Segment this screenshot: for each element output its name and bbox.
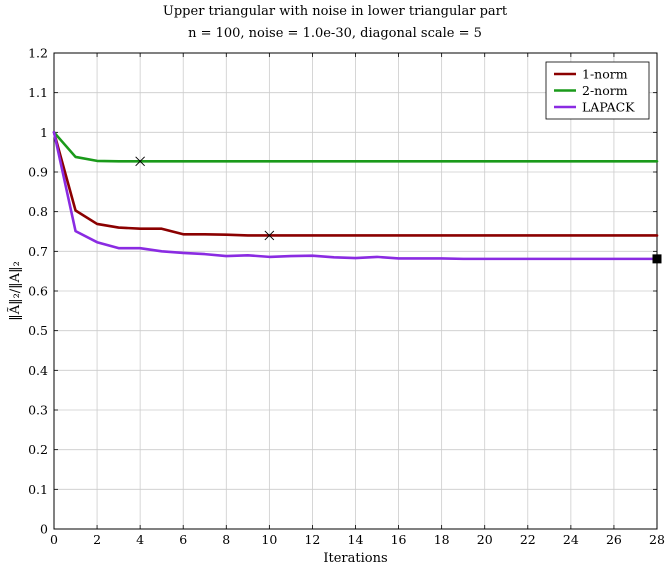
y-tick-label: 0.3: [28, 403, 48, 418]
y-tick-label: 1.2: [28, 46, 48, 61]
chart-subtitle: n = 100, noise = 1.0e-30, diagonal scale…: [188, 26, 482, 41]
marker-cross: [135, 156, 145, 167]
x-tick-label: 2: [93, 532, 101, 547]
x-tick-label: 22: [520, 532, 536, 547]
x-tick-label: 28: [649, 532, 665, 547]
marker-square: [652, 254, 662, 264]
series-line-1-norm: [52, 131, 659, 237]
series-line-lapack: [52, 131, 659, 261]
y-tick-label: 0.1: [28, 482, 48, 497]
y-tick-label: 0.6: [28, 284, 48, 299]
x-tick-label: 14: [348, 532, 364, 547]
x-tick-label: 8: [222, 532, 230, 547]
y-tick-label: 0.8: [28, 204, 48, 219]
x-tick-label: 20: [477, 532, 493, 547]
series-markers: [135, 156, 662, 264]
chart-title: Upper triangular with noise in lower tri…: [162, 4, 508, 19]
x-tick-label: 10: [261, 532, 277, 547]
grid: [53, 52, 658, 530]
x-tick-label: 24: [563, 532, 579, 547]
x-axis-label: Iterations: [323, 551, 387, 566]
legend-label: LAPACK: [582, 100, 635, 115]
y-tick-label: 0: [40, 522, 48, 537]
y-tick-label: 1.1: [28, 85, 48, 100]
x-tick-label: 4: [136, 532, 144, 547]
x-tick-label: 6: [179, 532, 187, 547]
x-tick-label: 18: [434, 532, 450, 547]
y-tick-label: 1: [40, 125, 48, 140]
legend-label: 2-norm: [582, 83, 628, 98]
marker-cross: [264, 230, 275, 241]
series-line-2-norm: [52, 131, 659, 163]
x-tick-label: 16: [391, 532, 407, 547]
y-tick-label: 0.5: [28, 323, 48, 338]
x-tick-label: 12: [304, 532, 320, 547]
legend-label: 1-norm: [582, 67, 628, 82]
y-tick-label: 0.9: [28, 165, 48, 180]
y-tick-label: 0.2: [28, 442, 48, 457]
axes: 0 2 4 6 8 10 12 14 16 18 20 22 24 26 2800.10.20.30.40.…: [28, 46, 665, 548]
y-axis-label: ‖Ã‖₂/‖A‖₂: [7, 261, 23, 321]
series-lines: [52, 131, 659, 261]
x-tick-label: 26: [606, 532, 622, 547]
y-tick-label: 0.4: [28, 363, 48, 378]
y-tick-label: 0.7: [28, 244, 48, 259]
x-tick-label: 0: [50, 532, 58, 547]
